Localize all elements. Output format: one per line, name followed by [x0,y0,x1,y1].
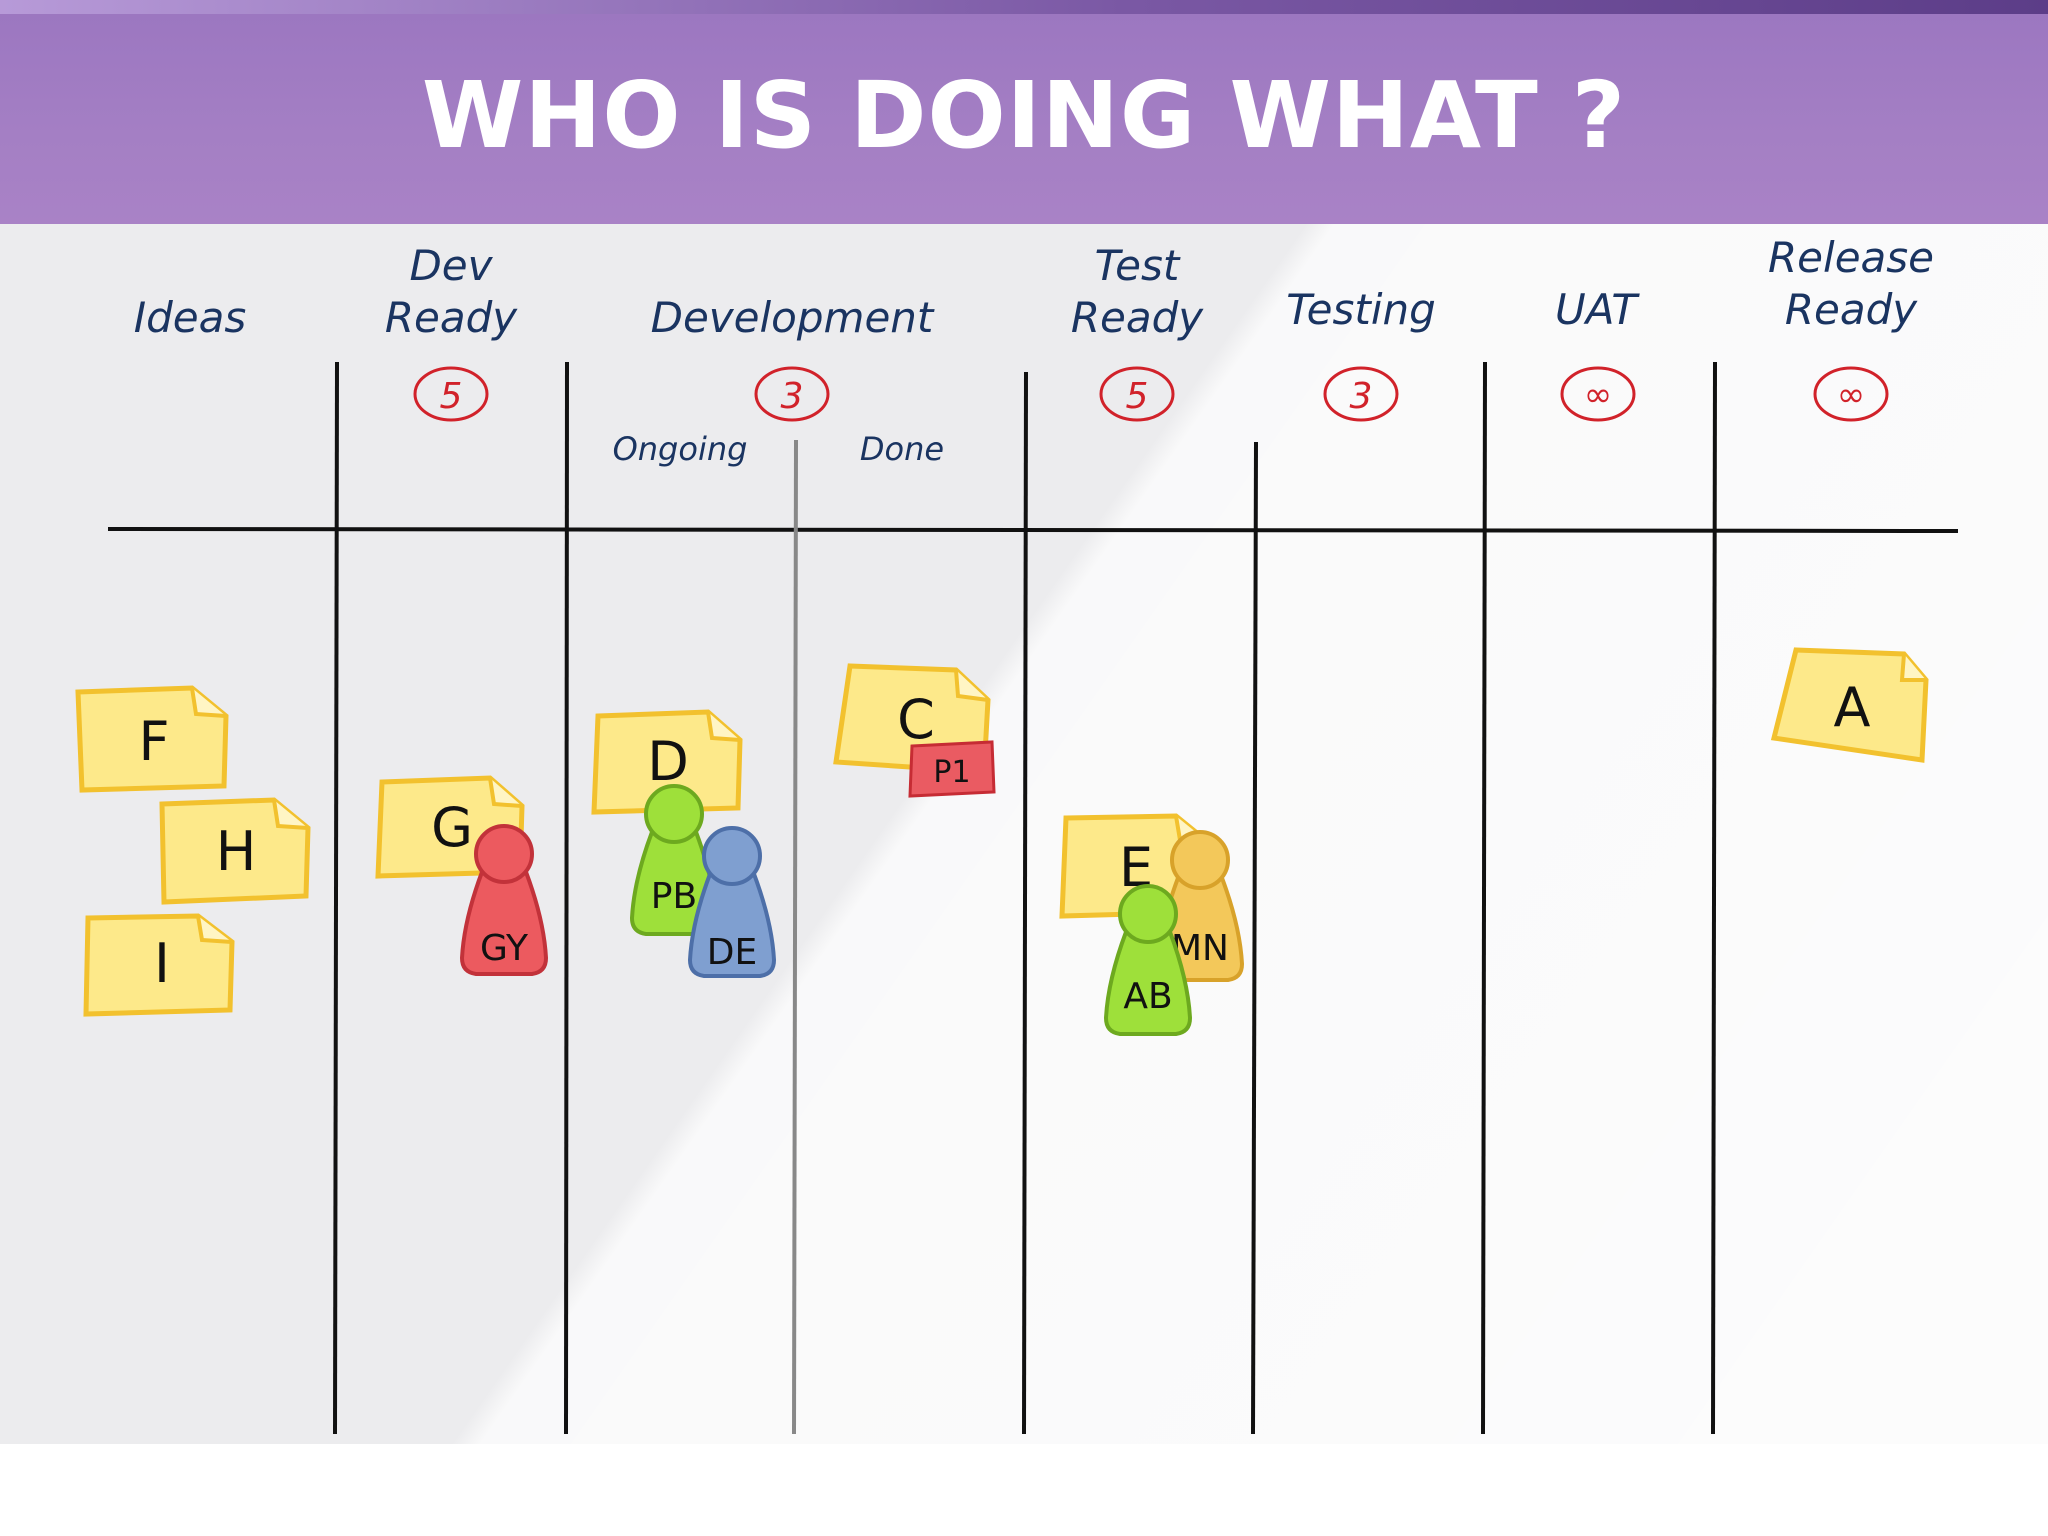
column-header-release-ready-line2: Ready [1785,285,1918,334]
wip-limit-release-ready-value: ∞ [1837,375,1865,415]
person-pawn-GY[interactable]: GY [460,824,548,976]
wip-limit-release-ready: ∞ [1813,366,1889,422]
sticky-note-H-label: H [216,820,257,883]
sticky-note-F[interactable]: F [75,685,229,793]
column-divider-3 [1022,371,1028,1435]
column-header-development: Development [651,293,935,342]
blocker-tag-P1-label: P1 [933,755,970,790]
sticky-note-C-label: C [897,688,935,751]
column-header-ideas: Ideas [134,293,247,342]
wip-limit-testing: 3 [1323,366,1399,422]
person-pawn-PB[interactable]: PB [630,784,718,936]
title-banner: WHO IS DOING WHAT ? [0,0,2048,224]
column-divider-4 [1251,441,1258,1435]
person-pawn-GY-label: GY [480,928,529,969]
person-pawn-DE[interactable]: DE [688,826,776,978]
column-header-test-ready-line1: Test [1095,241,1181,290]
sticky-note-A[interactable]: A [1770,647,1929,763]
banner-top-stripe [0,0,2048,14]
sticky-note-I-label: I [154,932,170,995]
column-divider-6 [1711,361,1717,1435]
person-pawn-AB-label: AB [1123,976,1172,1017]
header-divider-line [107,527,1959,533]
column-divider-5 [1481,361,1487,1435]
column-header-testing: Testing [1286,285,1436,334]
sticky-note-F-label: F [138,710,169,773]
subcolumn-header-done: Done [860,430,944,468]
slide-title: WHO IS DOING WHAT ? [421,62,1627,169]
wip-limit-uat: ∞ [1560,366,1636,422]
person-pawn-PB-label: PB [651,876,697,917]
column-divider-1 [333,361,339,1435]
sticky-note-A-label: A [1834,676,1871,739]
person-pawn-DE-label: DE [707,932,757,973]
column-header-dev-ready-line1: Dev [409,241,493,290]
sticky-note-H[interactable]: H [159,797,311,905]
wip-limit-test-ready: 5 [1099,366,1175,422]
sticky-note-G-label: G [431,796,473,859]
column-header-uat: UAT [1555,285,1640,334]
slide-footer [0,1444,2048,1536]
wip-limit-testing-value: 3 [1350,376,1373,417]
column-header-release-ready-line1: Release [1768,233,1934,282]
wip-limit-test-ready-value: 5 [1126,376,1149,417]
column-divider-2 [564,361,569,1435]
sticky-note-D-label: D [647,730,689,793]
person-pawn-AB[interactable]: AB [1104,884,1192,1036]
wip-limit-development: 3 [754,366,830,422]
sticky-note-D[interactable]: D [591,709,743,815]
sticky-note-I[interactable]: I [83,913,235,1017]
wip-limit-dev-ready-value: 5 [440,376,463,417]
column-header-test-ready-line2: Ready [1071,293,1204,342]
subcolumn-header-ongoing: Ongoing [613,430,748,468]
wip-limit-dev-ready: 5 [413,366,489,422]
wip-limit-uat-value: ∞ [1584,375,1612,415]
wip-limit-development-value: 3 [781,376,804,417]
column-header-dev-ready-line2: Ready [385,293,518,342]
blocker-tag-P1[interactable]: P1 [908,740,996,798]
subcolumn-divider [792,439,798,1435]
